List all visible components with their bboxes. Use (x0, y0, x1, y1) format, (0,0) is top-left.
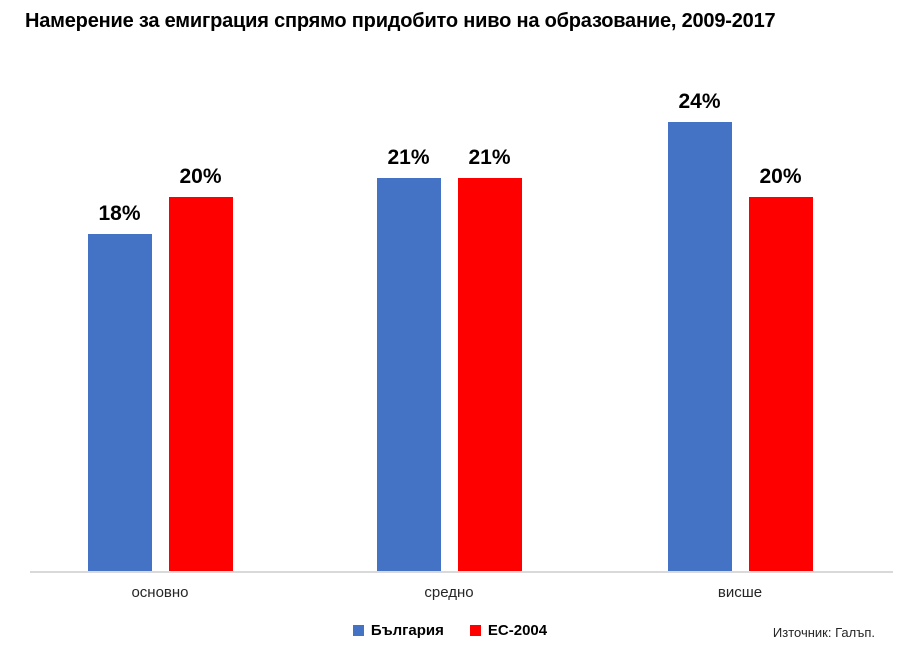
value-label-България-висше: 24% (678, 90, 721, 113)
value-label-ЕС-2004-средно: 21% (468, 146, 511, 169)
legend-label: ЕС-2004 (487, 622, 548, 639)
value-label-ЕС-2004-основно: 20% (179, 165, 222, 188)
legend-label: България (370, 622, 444, 639)
source-note: Източник: Галъп. (772, 625, 875, 640)
x-axis-line (30, 571, 893, 573)
legend-item-България: България (352, 622, 444, 639)
value-label-България-основно: 18% (98, 202, 141, 225)
bar-ЕС-2004-основно (168, 197, 233, 571)
legend: България ЕС-2004 (0, 622, 900, 639)
bar-България-средно (376, 178, 441, 571)
value-label-България-средно: 21% (387, 146, 430, 169)
bar-България-основно (87, 234, 152, 571)
legend-swatch-icon (469, 625, 481, 636)
chart-title: Намерение за емиграция спрямо придобито … (25, 10, 776, 32)
category-label-висше: висше (717, 584, 763, 601)
value-label-ЕС-2004-висше: 20% (759, 165, 802, 188)
category-label-основно: основно (131, 584, 189, 601)
bar-България-висше (667, 122, 732, 571)
category-label-средно: средно (424, 584, 474, 601)
bar-ЕС-2004-висше (748, 197, 813, 571)
bar-ЕС-2004-средно (457, 178, 522, 571)
legend-item-ЕС-2004: ЕС-2004 (469, 622, 548, 639)
legend-swatch-icon (352, 625, 364, 636)
